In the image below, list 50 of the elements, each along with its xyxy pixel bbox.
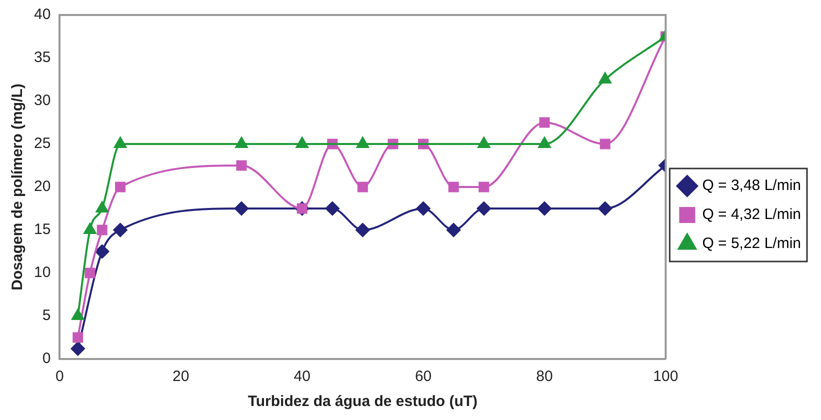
point — [478, 137, 490, 148]
point — [72, 332, 84, 343]
y-tick-label: 35 — [34, 49, 51, 66]
point — [598, 72, 612, 84]
y-tick-label: 20 — [34, 178, 51, 196]
point — [357, 182, 368, 192]
x-tick-label: 40 — [294, 368, 310, 386]
legend-label: Q = 4,32 L/min — [702, 206, 802, 224]
y-tick-label: 30 — [34, 92, 51, 110]
point — [325, 202, 340, 216]
point — [234, 202, 248, 216]
point — [538, 137, 551, 148]
point — [70, 342, 85, 356]
point — [296, 137, 308, 148]
point — [95, 244, 110, 258]
y-tick-label: 0 — [42, 350, 51, 368]
x-axis-title: Turbidez da água de estudo (uT) — [248, 393, 478, 410]
y-tick-label: 25 — [34, 135, 51, 152]
point — [84, 223, 96, 234]
point — [235, 137, 248, 148]
point — [539, 117, 550, 128]
legend-label: Q = 5,22 L/min — [702, 235, 802, 252]
point — [84, 268, 96, 278]
x-tick-label: 0 — [56, 368, 64, 386]
point — [356, 223, 370, 237]
x-tick-label: 20 — [172, 368, 190, 386]
y-tick-label: 40 — [34, 6, 51, 24]
y-tick-label: 5 — [42, 307, 51, 324]
point — [115, 182, 126, 192]
y-tick-label: 15 — [34, 221, 51, 238]
point — [598, 202, 612, 216]
x-tick-label: 80 — [536, 368, 553, 386]
point — [96, 202, 108, 212]
point — [600, 138, 610, 150]
y-axis-title: Dosagem de polímero (mg/L) — [9, 84, 26, 290]
y-tick-label: 10 — [34, 264, 51, 282]
point — [236, 160, 247, 171]
point — [356, 137, 369, 148]
point — [96, 224, 108, 236]
x-tick-label: 60 — [414, 368, 432, 386]
point — [416, 202, 430, 216]
legend-label: Q = 3,48 L/min — [702, 177, 802, 194]
point — [478, 182, 490, 192]
point — [448, 182, 459, 192]
x-tick-label: 100 — [653, 368, 678, 386]
point — [114, 137, 126, 148]
point — [476, 202, 491, 216]
point — [446, 223, 461, 237]
point — [537, 202, 552, 216]
point — [113, 223, 128, 237]
